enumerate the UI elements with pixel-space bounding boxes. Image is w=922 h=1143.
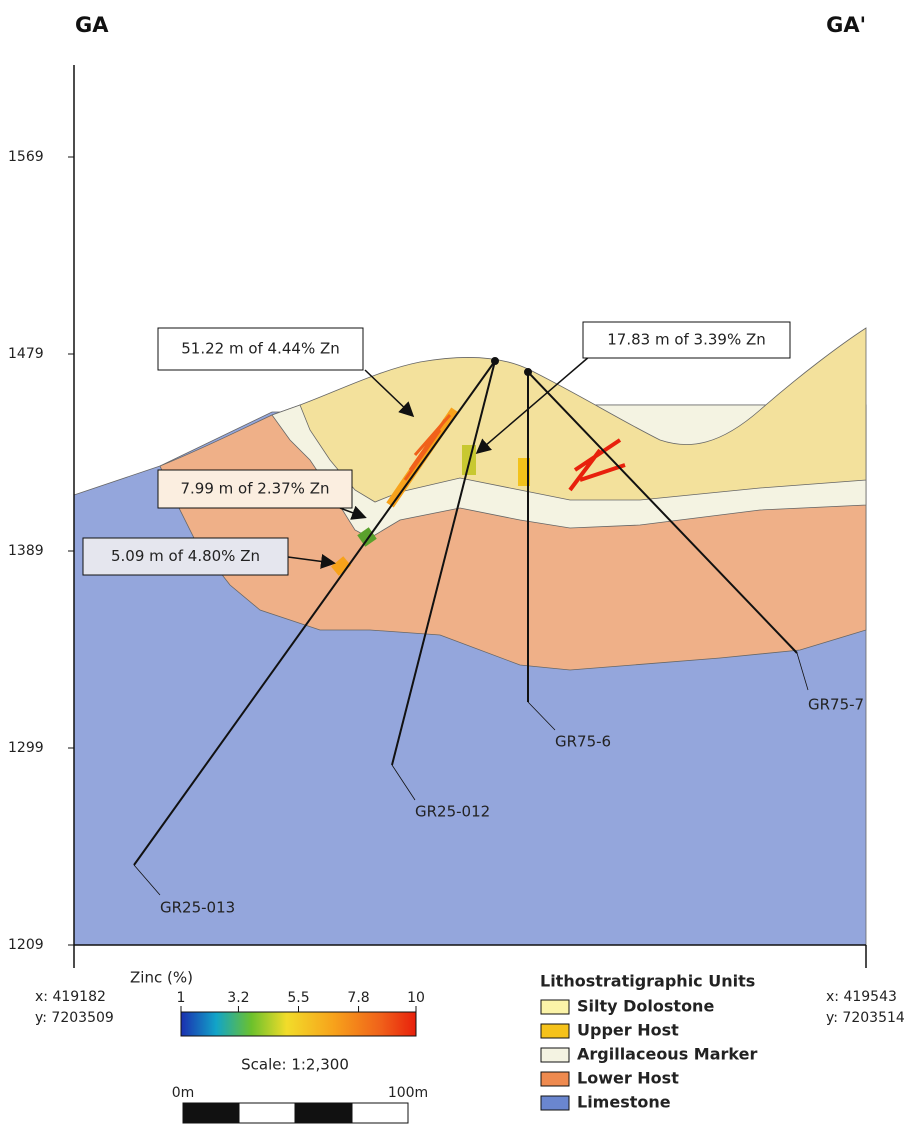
legend-label: Silty Dolostone [577, 997, 714, 1016]
elevation-label: 1209 [8, 937, 44, 953]
coord: x: 419543 [826, 989, 897, 1005]
scale-label: Scale: 1:2,300 [241, 1056, 349, 1074]
legend-swatch [540, 1023, 570, 1039]
callout-box [157, 469, 353, 509]
callout-text: 5.09 m of 4.80% Zn [111, 547, 260, 565]
coord: y: 7203509 [35, 1010, 114, 1026]
elevation-label: 1569 [8, 149, 44, 165]
callout-arrow [475, 355, 591, 454]
legend-label: Argillaceous Marker [577, 1045, 757, 1064]
hole-label: GR75-7 [808, 696, 864, 714]
colorbar [180, 1011, 417, 1037]
callout-text: 7.99 m of 2.37% Zn [181, 480, 330, 498]
scale-end: 100m [388, 1085, 428, 1101]
legend-swatch [540, 1047, 570, 1063]
legend-label: Upper Host [577, 1021, 679, 1040]
legend-label: Lower Host [577, 1069, 679, 1088]
hole-label: GR25-013 [160, 899, 235, 917]
hole-label: GR25-012 [415, 803, 490, 821]
callout-arrow [364, 369, 415, 418]
elevation-label: 1299 [8, 740, 44, 756]
callout-text: 51.22 m of 4.44% Zn [181, 340, 340, 358]
legend-swatch [540, 1071, 570, 1087]
hole-label: GR75-6 [555, 733, 611, 751]
callout-box [82, 537, 289, 576]
axes [73, 65, 867, 968]
section-start: GA [75, 13, 109, 37]
callout-box [157, 327, 364, 371]
elevation-label: 1479 [8, 346, 44, 362]
legend-title: Lithostratigraphic Units [540, 972, 755, 991]
coord: x: 419182 [35, 989, 106, 1005]
callout-arrow [287, 553, 336, 569]
scale-bar [182, 1102, 409, 1124]
callouts: 51.22 m of 4.44% Zn 17.83 m of 3.39% Zn 7.… [82, 321, 791, 576]
callout-box [582, 321, 791, 359]
callout-arrow [339, 505, 367, 520]
colorbar-tick-label: 7.8 [347, 990, 369, 1006]
legend-label: Limestone [577, 1093, 671, 1112]
section-end: GA' [826, 13, 866, 37]
geology [73, 327, 867, 946]
upper-host [299, 327, 867, 503]
colorbar-tick-label: 1 [177, 990, 186, 1006]
drill-holes [133, 357, 809, 896]
colorbar-tick-label: 3.2 [227, 990, 249, 1006]
elevation-label: 1389 [8, 543, 44, 559]
scale-start: 0m [172, 1085, 195, 1101]
colorbar-tick-label: 5.5 [287, 990, 309, 1006]
colorbar-title: Zinc (%) [130, 969, 193, 987]
legend-swatch [540, 999, 570, 1015]
coord: y: 7203514 [826, 1010, 905, 1026]
legend-swatch [540, 1095, 570, 1111]
colorbar-tick-label: 10 [407, 990, 425, 1006]
callout-text: 17.83 m of 3.39% Zn [607, 331, 766, 349]
